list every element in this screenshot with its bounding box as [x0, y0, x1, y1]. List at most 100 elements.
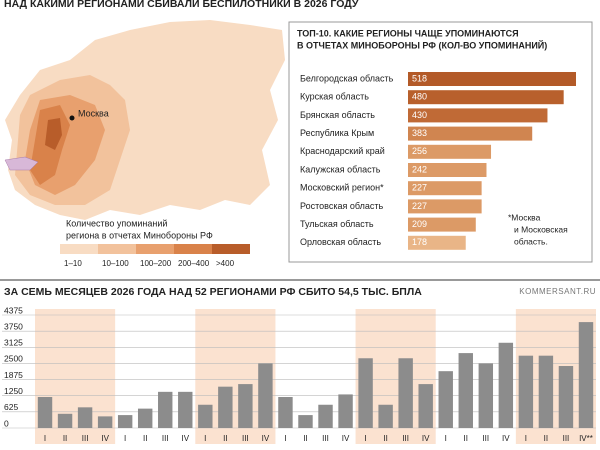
bar: [258, 363, 273, 428]
value-label: 242: [412, 164, 427, 174]
bar: [408, 144, 492, 159]
bar: [418, 384, 433, 428]
y-tick-label: 3125: [4, 338, 23, 348]
moscow-dot: [69, 115, 75, 121]
value-label: 383: [412, 128, 427, 138]
bar: [498, 342, 514, 428]
value-label: 227: [412, 201, 427, 211]
x-tick-label: IV: [422, 434, 430, 443]
x-tick-label: III: [482, 434, 489, 443]
y-tick-label: 4375: [4, 305, 23, 315]
bar: [97, 416, 113, 428]
legend-label: 100–200: [140, 259, 172, 268]
x-tick-label: II: [63, 434, 67, 443]
region-label: Тульская область: [300, 219, 374, 229]
x-tick-label: III: [82, 434, 89, 443]
y-tick-label: 1875: [4, 370, 23, 380]
bar: [37, 397, 53, 428]
bar: [518, 355, 534, 428]
bar: [408, 199, 482, 214]
region-label: Белгородская область: [300, 73, 394, 83]
value-label: 256: [412, 146, 427, 156]
bar: [478, 363, 494, 428]
bar: [378, 404, 393, 428]
x-tick-label: I: [284, 434, 286, 443]
bar: [458, 353, 473, 428]
x-tick-label: IV: [101, 434, 109, 443]
x-tick-label: II: [223, 434, 227, 443]
city-label: Москва: [78, 108, 109, 118]
bar: [318, 404, 333, 428]
x-tick-label: II: [303, 434, 307, 443]
x-tick-label: IV**: [579, 434, 593, 443]
bar: [538, 355, 554, 428]
x-tick-label: II: [544, 434, 548, 443]
y-tick-label: 625: [4, 402, 18, 412]
x-tick-label: I: [204, 434, 206, 443]
bar: [408, 181, 482, 196]
title-part: 52 РЕГИОНАМИ: [195, 286, 277, 298]
bar: [298, 415, 313, 428]
page-title: НАД КАКИМИ РЕГИОНАМИ СБИВАЛИ БЕСПИЛОТНИК…: [4, 0, 359, 10]
bar: [398, 358, 413, 428]
region-label: Московский регион*: [300, 183, 384, 193]
bar: [338, 394, 353, 428]
value-label: 209: [412, 219, 427, 229]
bar: [408, 163, 487, 177]
legend-label: 200–400: [178, 259, 210, 268]
y-tick-label: 3750: [4, 321, 23, 331]
region-label: Ростовская область: [300, 201, 383, 211]
bar: [198, 404, 213, 428]
legend-swatch: [60, 244, 98, 254]
title-part: РФ СБИТО: [277, 286, 339, 298]
y-tick-label: 0: [4, 418, 9, 428]
legend-swatch: [98, 244, 136, 254]
bar: [137, 408, 153, 428]
map-frontline: [45, 118, 62, 150]
x-tick-label: IV: [181, 434, 189, 443]
note: область.: [514, 236, 548, 246]
note: *Москва: [508, 212, 541, 222]
region-label: Брянская область: [300, 110, 375, 120]
bottom-title: ЗА СЕМЬ МЕСЯЦЕВ 2026 ГОДА НАД 52 РЕГИОНА…: [4, 286, 422, 298]
bar: [117, 415, 133, 428]
x-tick-label: I: [124, 434, 126, 443]
x-tick-label: II: [464, 434, 468, 443]
region-label: Краснодарский край: [300, 146, 385, 156]
legend-swatch: [212, 244, 250, 254]
bar: [408, 72, 576, 86]
title-part: БПЛА: [389, 286, 422, 298]
x-tick-label: II: [383, 434, 387, 443]
value-label: 227: [412, 183, 427, 193]
note: и Московская: [514, 224, 568, 234]
bar: [57, 413, 73, 428]
title-part: ЗА СЕМЬ МЕСЯЦЕВ 2026 ГОДА НАД: [4, 286, 195, 298]
legend-title: региона в отчетах Минобороны РФ: [66, 230, 213, 240]
legend-label: >400: [216, 259, 235, 268]
x-tick-label: III: [563, 434, 570, 443]
value-label: 178: [412, 237, 427, 247]
bar: [578, 322, 594, 428]
map-crimea: [4, 156, 39, 171]
x-tick-label: I: [525, 434, 527, 443]
x-tick-label: III: [322, 434, 329, 443]
x-tick-label: IV: [262, 434, 270, 443]
x-tick-label: I: [364, 434, 366, 443]
region-label: Курская область: [300, 92, 369, 102]
bar: [408, 108, 548, 123]
x-tick-label: III: [162, 434, 169, 443]
x-tick-label: II: [143, 434, 147, 443]
source: KOMMERSANT.RU: [519, 287, 596, 296]
value-label: 480: [412, 92, 427, 102]
title-part: 54,5 ТЫС.: [338, 286, 389, 298]
legend-label: 10–100: [102, 259, 129, 268]
value-label: 518: [412, 73, 427, 83]
top10-title: ТОП-10. КАКИЕ РЕГИОНЫ ЧАЩЕ УПОМИНАЮТСЯ: [297, 28, 519, 38]
bar: [408, 90, 564, 105]
bar: [77, 407, 93, 428]
x-tick-label: IV: [342, 434, 350, 443]
bar: [178, 391, 193, 428]
bar: [438, 371, 453, 428]
bar: [238, 384, 253, 428]
